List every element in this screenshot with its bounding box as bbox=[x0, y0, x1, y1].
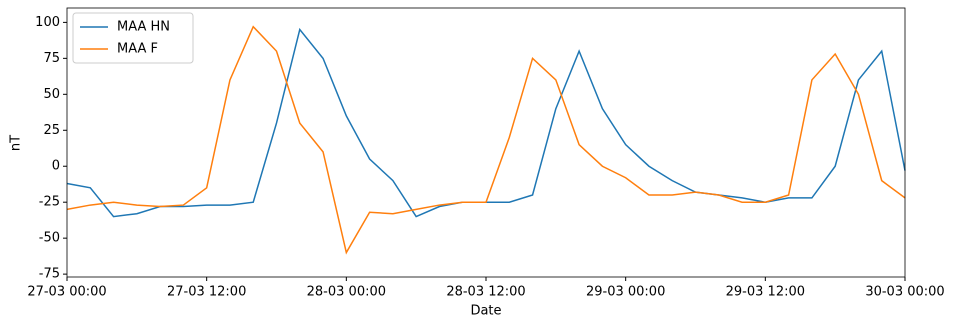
x-tick-label: 29-03 00:00 bbox=[586, 285, 665, 300]
y-tick-label: -75 bbox=[39, 267, 60, 282]
series-line bbox=[66, 25, 906, 255]
y-tick-label: 100 bbox=[35, 15, 60, 30]
legend: MAA HN MAA F bbox=[72, 12, 194, 64]
x-tick-label: 28-03 12:00 bbox=[446, 285, 525, 300]
legend-box bbox=[72, 12, 194, 64]
x-axis-label: Date bbox=[470, 304, 501, 319]
y-tick-label: 25 bbox=[43, 123, 60, 138]
plot-frame bbox=[66, 7, 906, 278]
legend-label: MAA F bbox=[117, 42, 158, 57]
x-tick-label: 29-03 12:00 bbox=[726, 285, 805, 300]
y-tick-label: 0 bbox=[52, 159, 60, 174]
x-tick-label: 27-03 00:00 bbox=[27, 285, 106, 300]
y-tick-label: -50 bbox=[39, 231, 60, 246]
y-tick-label: 75 bbox=[43, 51, 60, 66]
y-axis-label: nT bbox=[9, 135, 24, 151]
legend-label: MAA HN bbox=[117, 20, 170, 35]
x-tick-label: 28-03 00:00 bbox=[307, 285, 386, 300]
y-tick-label: -25 bbox=[39, 195, 60, 210]
y-tick-label: 50 bbox=[43, 87, 60, 102]
x-tick-label: 27-03 12:00 bbox=[167, 285, 246, 300]
x-tick-label: 30-03 00:00 bbox=[865, 285, 944, 300]
